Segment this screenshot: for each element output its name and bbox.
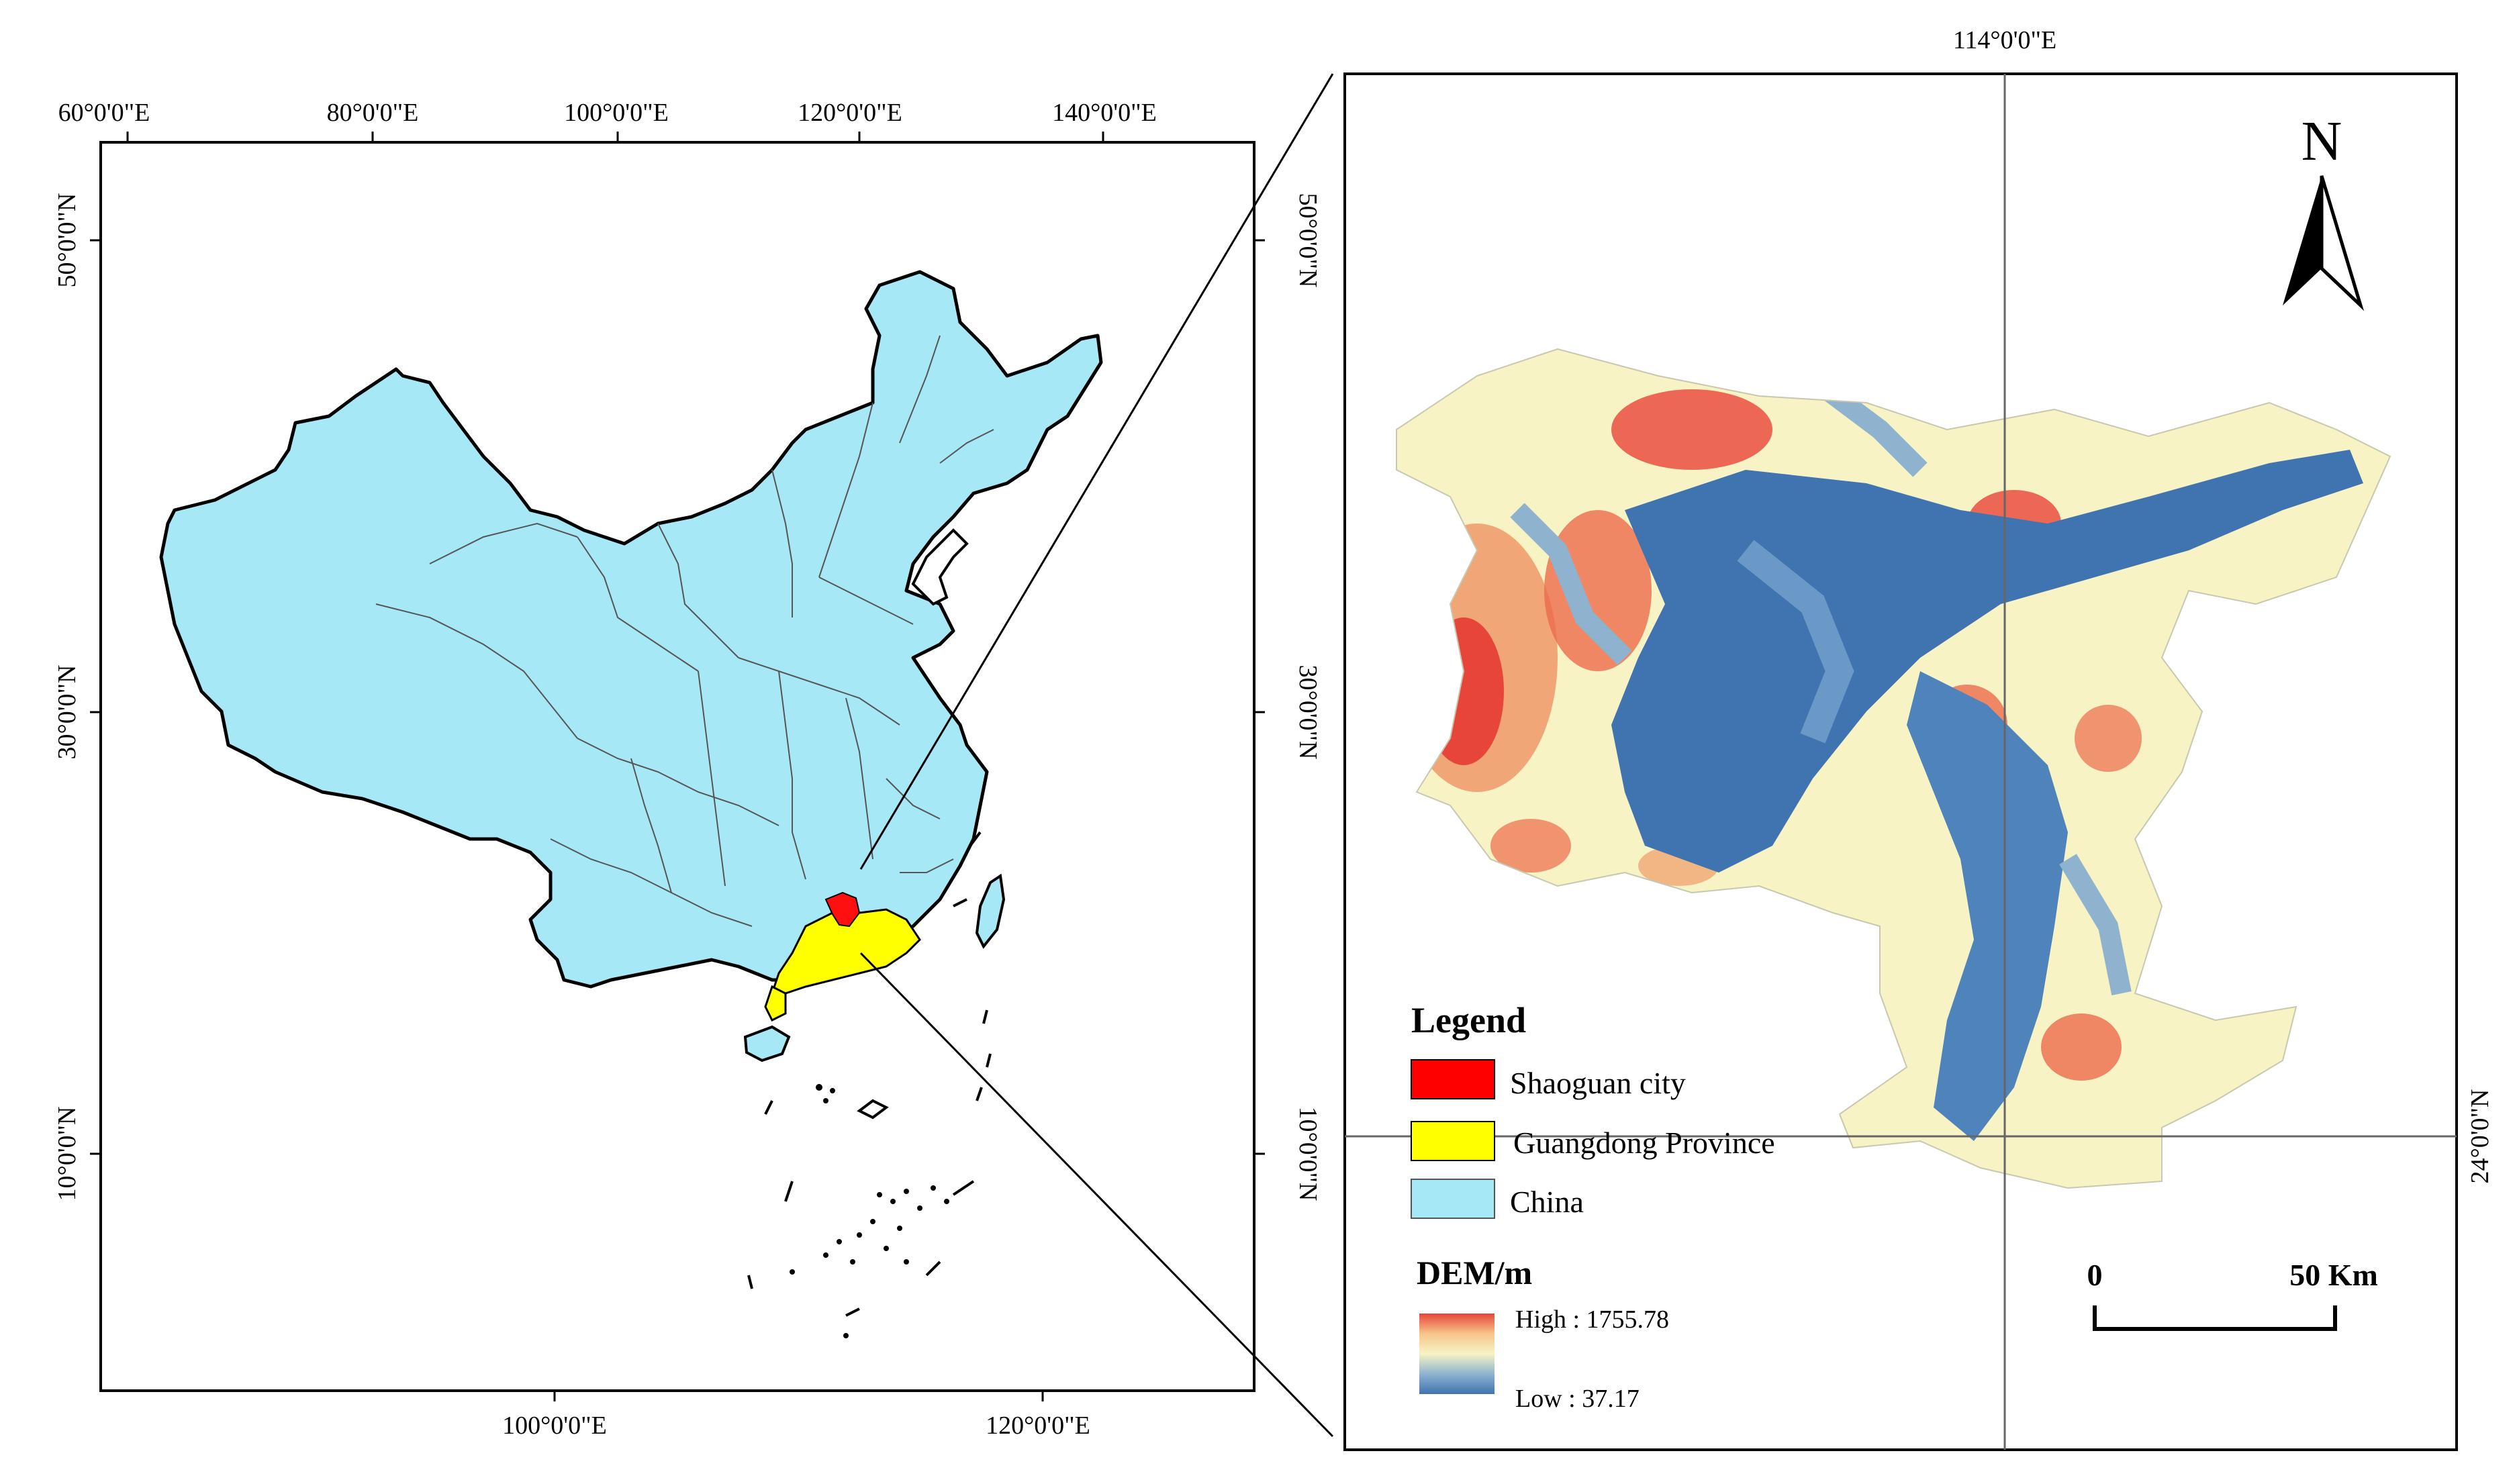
- lon-label-114: 114°0'0"E: [1953, 26, 2056, 54]
- lon-label-top-120: 120°0'0"E: [798, 99, 902, 127]
- legend-swatch-shaoguan: [1411, 1059, 1495, 1099]
- overview-map-ticks: [90, 132, 1265, 1401]
- hainan-island: [743, 1025, 791, 1062]
- legend-label-guangdong: Guangdong Province: [1513, 1126, 1775, 1160]
- lon-label-bottom-120: 120°0'0"E: [986, 1412, 1090, 1440]
- lat-label-right-30: 30°0'0"N: [1294, 665, 1322, 760]
- legend-swatch-china: [1411, 1179, 1495, 1219]
- zoom-connector-lines: [859, 73, 1334, 1438]
- dem-color-ramp: [1419, 1314, 1494, 1394]
- legend-swatch-guangdong: [1411, 1121, 1495, 1161]
- legend-label-china: China: [1510, 1185, 1584, 1219]
- lat-label-right-10: 10°0'0"N: [1294, 1107, 1322, 1201]
- north-arrow-label: N: [2302, 110, 2342, 172]
- lon-label-top-60: 60°0'0"E: [58, 99, 150, 127]
- dem-high-label: High : 1755.78: [1515, 1305, 1669, 1334]
- bohai-bay: [911, 528, 969, 606]
- shaoguan-city-outline: [1396, 348, 2391, 1189]
- taiwan-island: [975, 873, 1006, 949]
- lat-label-24: 24°0'0"N: [2466, 1089, 2494, 1184]
- province-boundaries: [375, 335, 994, 927]
- dem-legend-title: DEM/m: [1417, 1254, 1532, 1291]
- dem-low-valleys: [1510, 381, 2363, 1141]
- scale-bar-start: 0: [2087, 1258, 2103, 1292]
- scale-bar-line: [2093, 1305, 2337, 1331]
- legend: Legend Shaoguan city Guangdong Province …: [1411, 1000, 1775, 1413]
- north-arrow-icon: [2283, 176, 2322, 305]
- lon-label-top-140: 140°0'0"E: [1052, 99, 1157, 127]
- lon-label-bottom-100: 100°0'0"E: [502, 1412, 607, 1440]
- lat-label-left-30: 30°0'0"N: [53, 665, 81, 760]
- shaoguan-city-overview: [824, 891, 861, 928]
- south-china-sea-dots: [790, 1084, 949, 1338]
- north-arrow: N: [2283, 110, 2365, 311]
- lon-label-top-100: 100°0'0"E: [564, 99, 669, 127]
- scale-bar: 0 50 Km: [2087, 1258, 2378, 1331]
- lat-label-right-50: 50°0'0"N: [1294, 193, 1322, 288]
- lat-label-left-10: 10°0'0"N: [53, 1107, 81, 1201]
- leizhou-peninsula: [764, 985, 787, 1022]
- south-china-sea-islands: [747, 831, 992, 1317]
- detail-map: 114°0'0"E 24°0'0"N N Legend Shaoguan cit…: [1343, 26, 2494, 1451]
- lat-label-left-50: 50°0'0"N: [53, 193, 81, 288]
- overview-map: 60°0'0"E 80°0'0"E 100°0'0"E 120°0'0"E 14…: [53, 99, 1322, 1440]
- legend-title: Legend: [1411, 1000, 1526, 1040]
- legend-label-shaoguan: Shaoguan city: [1510, 1066, 1686, 1100]
- lon-label-top-80: 80°0'0"E: [327, 99, 419, 127]
- scale-bar-end: 50 Km: [2289, 1258, 2378, 1292]
- guangdong-province: [770, 908, 921, 995]
- dem-low-label: Low : 37.17: [1515, 1385, 1640, 1413]
